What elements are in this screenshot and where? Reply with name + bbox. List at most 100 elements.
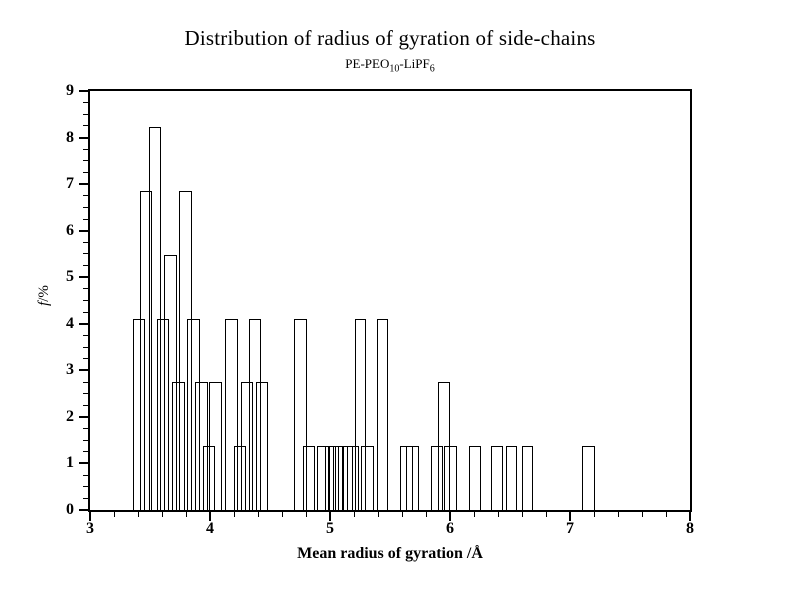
x-minor-tick <box>257 512 259 517</box>
y-minor-tick <box>83 428 88 429</box>
x-minor-tick <box>521 512 523 517</box>
y-minor-tick <box>83 486 88 488</box>
x-minor-tick <box>161 512 163 517</box>
y-axis-label: f/% <box>34 285 68 308</box>
y-minor-tick <box>83 497 88 499</box>
y-minor-tick <box>83 160 88 162</box>
histogram-bar <box>346 446 360 510</box>
histogram-bar <box>240 382 254 510</box>
histogram-bar <box>148 127 162 510</box>
y-minor-tick <box>83 218 88 220</box>
y-minor-tick <box>83 404 88 406</box>
histogram-bar <box>255 382 269 510</box>
histogram-bar <box>209 382 222 510</box>
x-minor-tick <box>137 512 139 517</box>
x-minor-tick <box>377 512 379 517</box>
y-minor-tick <box>83 358 88 360</box>
x-major-tick <box>449 512 451 521</box>
x-minor-tick <box>425 512 427 517</box>
y-major-tick <box>79 90 88 92</box>
histogram-bar <box>332 446 343 510</box>
y-tick-label: 1 <box>66 454 74 472</box>
chart-subtitle: PE-PEO10-LiPF6 <box>0 56 780 75</box>
x-minor-tick <box>113 512 115 517</box>
x-minor-tick <box>545 512 547 517</box>
subtitle-text: PE-PEO <box>345 56 390 71</box>
histogram-bar <box>139 191 153 510</box>
y-axis-label-unit: /% <box>35 285 52 302</box>
x-minor-tick <box>617 512 619 517</box>
y-tick-label: 3 <box>66 361 74 379</box>
y-minor-tick <box>83 172 88 173</box>
histogram-bar <box>430 446 444 510</box>
x-minor-tick <box>185 512 187 517</box>
y-minor-tick <box>83 451 88 453</box>
histogram-bar <box>490 446 503 510</box>
x-major-tick <box>689 512 691 521</box>
chart-title: Distribution of radius of gyration of si… <box>184 26 596 50</box>
y-major-tick <box>79 276 88 279</box>
y-minor-tick <box>83 311 88 313</box>
histogram-bar <box>172 382 185 510</box>
y-minor-tick <box>83 300 88 301</box>
x-tick-label: 6 <box>446 520 454 537</box>
y-minor-tick <box>83 241 88 243</box>
y-major-tick <box>79 136 88 139</box>
x-minor-tick <box>497 512 499 517</box>
y-minor-tick <box>83 474 88 476</box>
histogram-bar <box>302 446 315 510</box>
y-minor-tick <box>83 346 88 348</box>
x-tick-label: 5 <box>326 520 334 537</box>
y-minor-tick <box>83 253 88 255</box>
y-minor-tick <box>83 125 88 127</box>
x-minor-tick <box>305 512 307 517</box>
histogram-bar <box>469 446 482 510</box>
y-minor-tick <box>83 195 88 197</box>
y-minor-tick <box>83 334 88 336</box>
y-tick-label: 5 <box>66 268 74 286</box>
x-major-tick <box>329 512 331 521</box>
x-minor-tick <box>281 512 283 517</box>
y-minor-tick <box>83 393 88 395</box>
y-minor-tick <box>83 439 88 441</box>
histogram-bar <box>317 446 330 510</box>
y-major-tick <box>79 322 88 325</box>
subtitle-subscript: 6 <box>429 63 435 75</box>
y-major-tick <box>79 183 88 186</box>
subtitle-subscript: 10 <box>389 63 400 75</box>
x-tick-label: 8 <box>686 520 694 537</box>
y-minor-tick <box>83 381 88 383</box>
histogram-bar <box>376 318 388 510</box>
y-minor-tick <box>83 102 88 104</box>
y-tick-label: 2 <box>66 407 74 425</box>
y-major-tick <box>79 415 88 418</box>
histogram-bar <box>187 318 200 510</box>
x-tick-label: 4 <box>206 520 214 537</box>
y-minor-tick <box>83 148 88 150</box>
y-tick-label: 4 <box>66 314 74 332</box>
y-tick-label: 8 <box>66 128 74 146</box>
x-major-tick <box>569 512 571 521</box>
y-major-tick <box>79 229 88 232</box>
histogram-bar <box>248 318 262 510</box>
histogram-bar <box>294 318 307 510</box>
histogram-bar <box>233 446 247 510</box>
histogram-bar <box>132 318 146 510</box>
histogram-bar <box>355 318 367 510</box>
x-minor-tick <box>233 512 235 517</box>
y-axis-label-symbol: f <box>35 301 52 306</box>
subtitle-text: -LiPF <box>399 56 430 71</box>
histogram-bar <box>444 446 457 510</box>
x-tick-label: 3 <box>86 520 94 537</box>
y-minor-tick <box>83 206 88 208</box>
histogram-bar <box>521 446 534 510</box>
x-axis-label: Mean radius of gyration /Å <box>297 545 483 562</box>
x-minor-tick <box>641 512 643 517</box>
y-tick-label: 7 <box>66 175 74 193</box>
plot-area: Mean radius of gyration /Å f/% 3 4 5 6 7 8 0 1 2… <box>36 82 694 562</box>
x-minor-tick <box>665 512 667 517</box>
y-tick-label: 0 <box>66 501 74 518</box>
y-minor-tick <box>83 288 88 290</box>
histogram-bar <box>361 446 374 510</box>
